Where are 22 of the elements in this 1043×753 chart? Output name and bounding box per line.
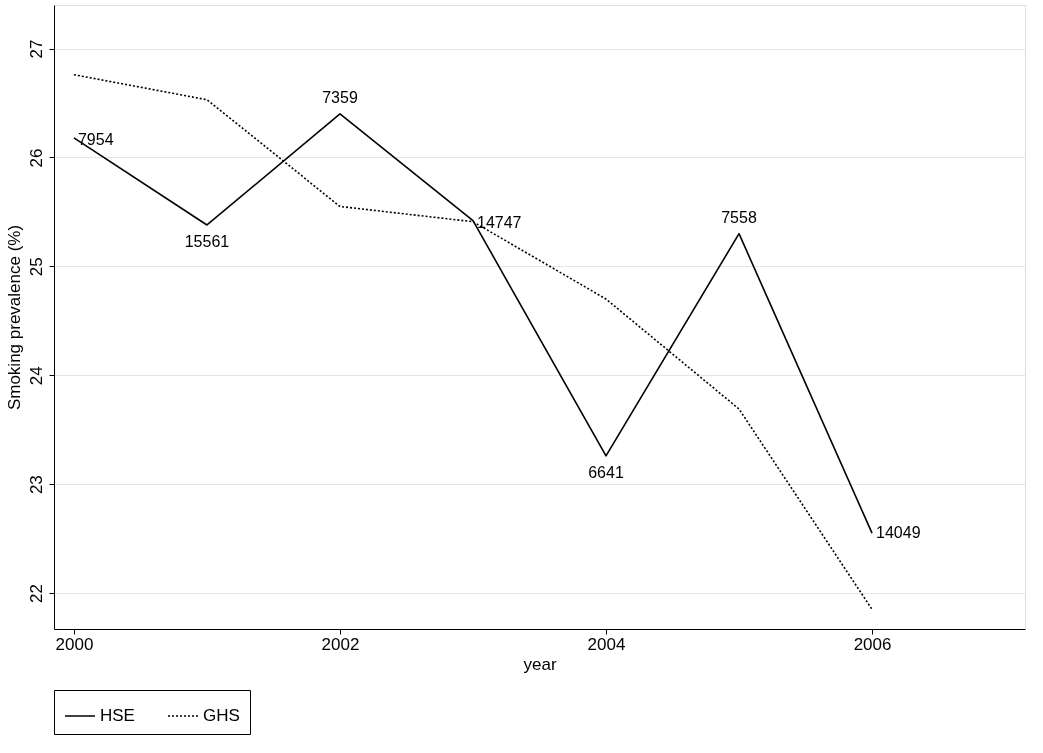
annotation: 7954 (77, 130, 114, 148)
annotation: 15561 (184, 232, 230, 250)
y-tick-label: 27 (26, 39, 46, 59)
y-tick-label: 25 (26, 257, 46, 277)
annotation: 6641 (588, 463, 624, 481)
y-tick-label: 23 (26, 475, 46, 495)
annotation: 7558 (721, 208, 757, 226)
y-tick-label: 26 (26, 148, 46, 168)
annotation: 14747 (476, 213, 522, 231)
legend-label: GHS (203, 706, 240, 725)
y-tick-label: 24 (26, 366, 46, 386)
y-axis-title: Smoking prevalence (%) (4, 224, 24, 411)
x-tick-label: 2000 (55, 634, 94, 654)
x-tick-label: 2002 (321, 634, 360, 654)
annotation: 14049 (876, 524, 921, 542)
x-tick-label: 2004 (587, 634, 626, 654)
y-tick-label: 22 (26, 584, 46, 604)
annotation: 7359 (322, 88, 358, 106)
legend-label: HSE (100, 706, 135, 725)
x-tick-label: 2006 (853, 634, 892, 654)
line-series (73, 73, 873, 611)
x-axis-title: year (523, 654, 557, 674)
